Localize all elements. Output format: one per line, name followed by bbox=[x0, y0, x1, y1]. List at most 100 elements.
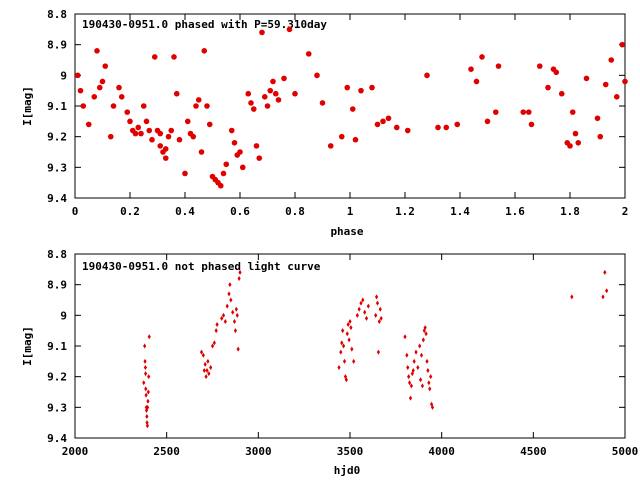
data-point bbox=[376, 349, 381, 355]
data-point bbox=[110, 103, 117, 109]
data-point bbox=[339, 349, 343, 355]
data-point bbox=[430, 404, 435, 410]
data-point bbox=[418, 343, 422, 349]
y-axis-label: I[mag] bbox=[21, 326, 34, 366]
data-point bbox=[355, 312, 359, 318]
data-point bbox=[364, 315, 369, 321]
data-point bbox=[235, 312, 239, 318]
data-point bbox=[232, 318, 237, 324]
data-point bbox=[369, 84, 375, 91]
data-point bbox=[212, 340, 216, 346]
data-point bbox=[77, 87, 84, 94]
x-tick-label: 0 bbox=[72, 205, 79, 218]
data-point bbox=[225, 303, 229, 309]
data-point bbox=[358, 87, 364, 94]
data-point bbox=[380, 118, 386, 125]
data-point bbox=[207, 371, 211, 377]
data-point bbox=[377, 318, 381, 324]
data-point bbox=[443, 124, 450, 131]
data-point bbox=[608, 57, 615, 63]
data-point bbox=[575, 140, 582, 146]
data-point bbox=[234, 306, 238, 312]
y-tick-label: 9.2 bbox=[47, 131, 67, 144]
data-point bbox=[423, 325, 427, 331]
data-point bbox=[221, 312, 226, 318]
data-point bbox=[146, 389, 150, 395]
data-point bbox=[215, 322, 219, 328]
y-tick-label: 8.9 bbox=[47, 39, 67, 52]
data-point bbox=[261, 94, 268, 100]
data-point bbox=[204, 103, 210, 109]
data-point bbox=[275, 97, 282, 103]
chart-title: 190430-0951.0 phased with P=59.310day bbox=[82, 18, 327, 31]
data-point bbox=[107, 133, 114, 140]
data-point bbox=[314, 72, 320, 79]
x-axis-label: hjd0 bbox=[334, 464, 361, 477]
data-point bbox=[248, 100, 254, 106]
data-point bbox=[281, 75, 287, 82]
plot-frame bbox=[74, 253, 626, 439]
data-point bbox=[601, 294, 605, 300]
data-point bbox=[407, 374, 411, 380]
data-point bbox=[495, 63, 502, 69]
data-point bbox=[424, 331, 428, 337]
data-point bbox=[144, 386, 148, 392]
y-tick-label: 8.8 bbox=[47, 248, 67, 261]
data-point bbox=[102, 63, 109, 69]
y-axis-ticks: 8.8 8.9 9 9.1 9.2 9.3 9.4 bbox=[47, 248, 625, 445]
x-tick-label: 3500 bbox=[337, 445, 364, 458]
data-point bbox=[239, 164, 246, 171]
y-tick-label: 9.2 bbox=[47, 371, 67, 384]
data-point bbox=[416, 364, 420, 370]
data-point bbox=[520, 109, 527, 115]
data-point bbox=[359, 300, 363, 306]
data-point bbox=[176, 136, 183, 143]
data-point bbox=[147, 374, 151, 380]
data-point bbox=[198, 149, 205, 155]
data-point bbox=[605, 288, 609, 294]
x-axis-label: phase bbox=[330, 225, 363, 238]
data-point bbox=[143, 358, 147, 364]
data-point bbox=[352, 136, 359, 143]
x-tick-label: 3000 bbox=[245, 445, 272, 458]
x-axis-ticks: 2000 2500 3000 3500 4000 4500 5000 bbox=[62, 254, 638, 458]
data-point bbox=[385, 115, 392, 122]
data-point bbox=[425, 358, 429, 364]
data-point bbox=[327, 143, 334, 149]
data-point bbox=[217, 182, 224, 189]
data-point bbox=[162, 146, 169, 152]
y-tick-label: 8.8 bbox=[47, 8, 67, 21]
data-point bbox=[408, 395, 413, 401]
data-point bbox=[492, 109, 499, 115]
data-point bbox=[338, 133, 345, 140]
y-axis-label: I[mag] bbox=[21, 86, 34, 126]
data-point bbox=[140, 103, 147, 109]
data-point bbox=[236, 346, 240, 352]
x-tick-label: 0.6 bbox=[230, 205, 250, 218]
data-point bbox=[245, 90, 252, 97]
data-point bbox=[227, 291, 231, 297]
data-point bbox=[220, 170, 227, 177]
data-point bbox=[375, 300, 380, 306]
data-point bbox=[341, 328, 345, 334]
data-point bbox=[341, 343, 346, 349]
data-point bbox=[419, 352, 424, 358]
data-point bbox=[210, 343, 215, 349]
data-point bbox=[536, 63, 543, 69]
data-point bbox=[157, 143, 164, 149]
data-point bbox=[558, 90, 565, 97]
data-point bbox=[199, 349, 204, 355]
y-tick-label: 9 bbox=[60, 69, 67, 82]
data-point bbox=[85, 121, 92, 128]
data-point bbox=[374, 294, 379, 300]
data-point bbox=[209, 364, 213, 370]
data-point bbox=[553, 69, 560, 76]
y-tick-label: 9.4 bbox=[47, 192, 67, 205]
data-point bbox=[206, 358, 210, 364]
data-point bbox=[149, 136, 155, 143]
y-tick-label: 9.3 bbox=[47, 161, 67, 174]
data-point bbox=[206, 121, 213, 128]
y-tick-label: 8.9 bbox=[47, 279, 67, 292]
data-point bbox=[305, 51, 312, 57]
data-point bbox=[146, 404, 150, 410]
